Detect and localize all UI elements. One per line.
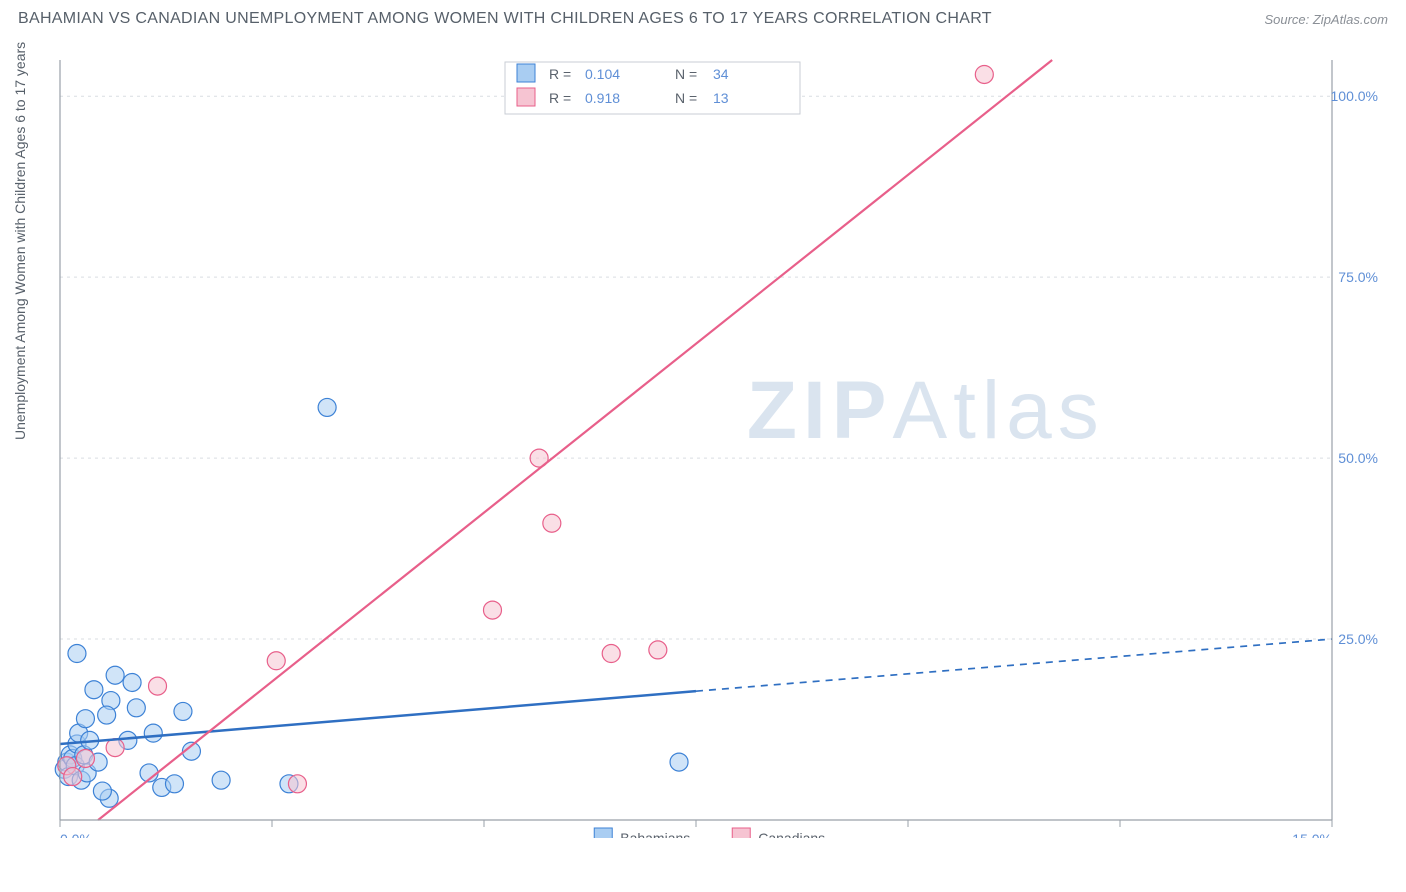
- legend-r-value: 0.918: [585, 90, 620, 106]
- x-tick-label: 15.0%: [1292, 831, 1332, 838]
- scatter-point: [212, 771, 230, 789]
- scatter-point: [123, 673, 141, 691]
- y-tick-label: 25.0%: [1338, 631, 1378, 647]
- legend-r-label: R =: [549, 66, 571, 82]
- scatter-point: [975, 65, 993, 83]
- scatter-point: [649, 641, 667, 659]
- scatter-point: [85, 681, 103, 699]
- scatter-point: [267, 652, 285, 670]
- scatter-point: [144, 724, 162, 742]
- chart-source: Source: ZipAtlas.com: [1264, 12, 1388, 27]
- chart-header: BAHAMIAN VS CANADIAN UNEMPLOYMENT AMONG …: [0, 0, 1406, 34]
- scatter-point: [288, 775, 306, 793]
- legend-swatch: [517, 64, 535, 82]
- scatter-point: [670, 753, 688, 771]
- scatter-point: [106, 739, 124, 757]
- scatter-point: [149, 677, 167, 695]
- chart-title: BAHAMIAN VS CANADIAN UNEMPLOYMENT AMONG …: [18, 10, 992, 28]
- scatter-point: [127, 699, 145, 717]
- scatter-point: [76, 749, 94, 767]
- legend-n-label: N =: [675, 90, 697, 106]
- series-label: Canadians: [758, 830, 825, 838]
- scatter-chart: 0.0% 15.0% 25.0% 50.0% 75.0% 100.0% R = 0.104 N …: [50, 48, 1390, 838]
- legend-r-label: R =: [549, 90, 571, 106]
- scatter-point: [602, 645, 620, 663]
- scatter-point: [93, 782, 111, 800]
- legend-n-value: 34: [713, 66, 729, 82]
- scatter-point: [318, 398, 336, 416]
- y-axis-label: Unemployment Among Women with Children A…: [12, 42, 28, 440]
- chart-area: 0.0% 15.0% 25.0% 50.0% 75.0% 100.0% R = 0.104 N …: [50, 48, 1390, 838]
- scatter-point: [483, 601, 501, 619]
- scatter-point: [106, 666, 124, 684]
- regression-line: [98, 60, 1052, 820]
- scatter-point: [64, 768, 82, 786]
- series-swatch: [594, 828, 612, 838]
- series-swatch: [732, 828, 750, 838]
- scatter-point: [174, 702, 192, 720]
- scatter-point: [165, 775, 183, 793]
- x-tick-label: 0.0%: [60, 831, 92, 838]
- y-tick-label: 50.0%: [1338, 450, 1378, 466]
- scatter-point: [543, 514, 561, 532]
- legend-swatch: [517, 88, 535, 106]
- regression-line: [60, 691, 696, 744]
- legend-r-value: 0.104: [585, 66, 620, 82]
- scatter-point: [98, 706, 116, 724]
- legend-n-value: 13: [713, 90, 729, 106]
- regression-line-extrap: [696, 639, 1332, 691]
- series-label: Bahamians: [620, 830, 690, 838]
- y-tick-label: 75.0%: [1338, 269, 1378, 285]
- legend-n-label: N =: [675, 66, 697, 82]
- scatter-point: [68, 645, 86, 663]
- y-tick-label: 100.0%: [1331, 88, 1378, 104]
- scatter-point: [76, 710, 94, 728]
